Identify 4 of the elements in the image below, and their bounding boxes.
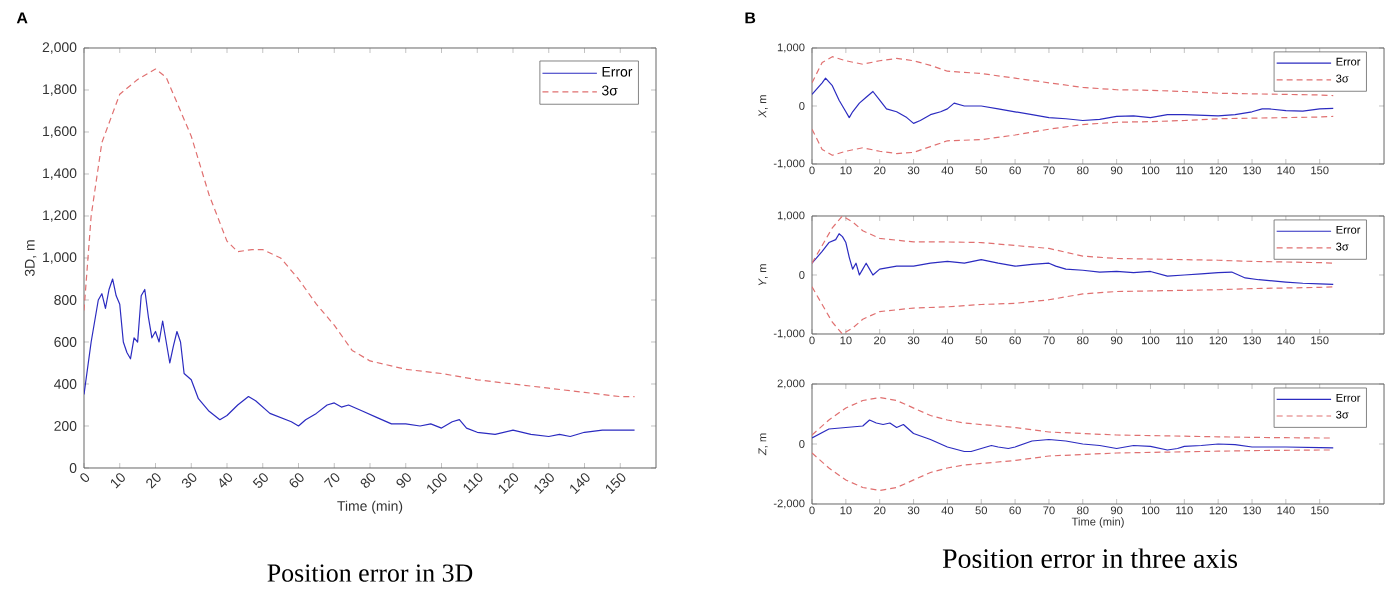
text: Position error in three axis	[942, 548, 1237, 569]
line-series	[812, 56, 1334, 97]
line-series	[84, 68, 636, 398]
text: Position error in 3D	[267, 564, 473, 582]
